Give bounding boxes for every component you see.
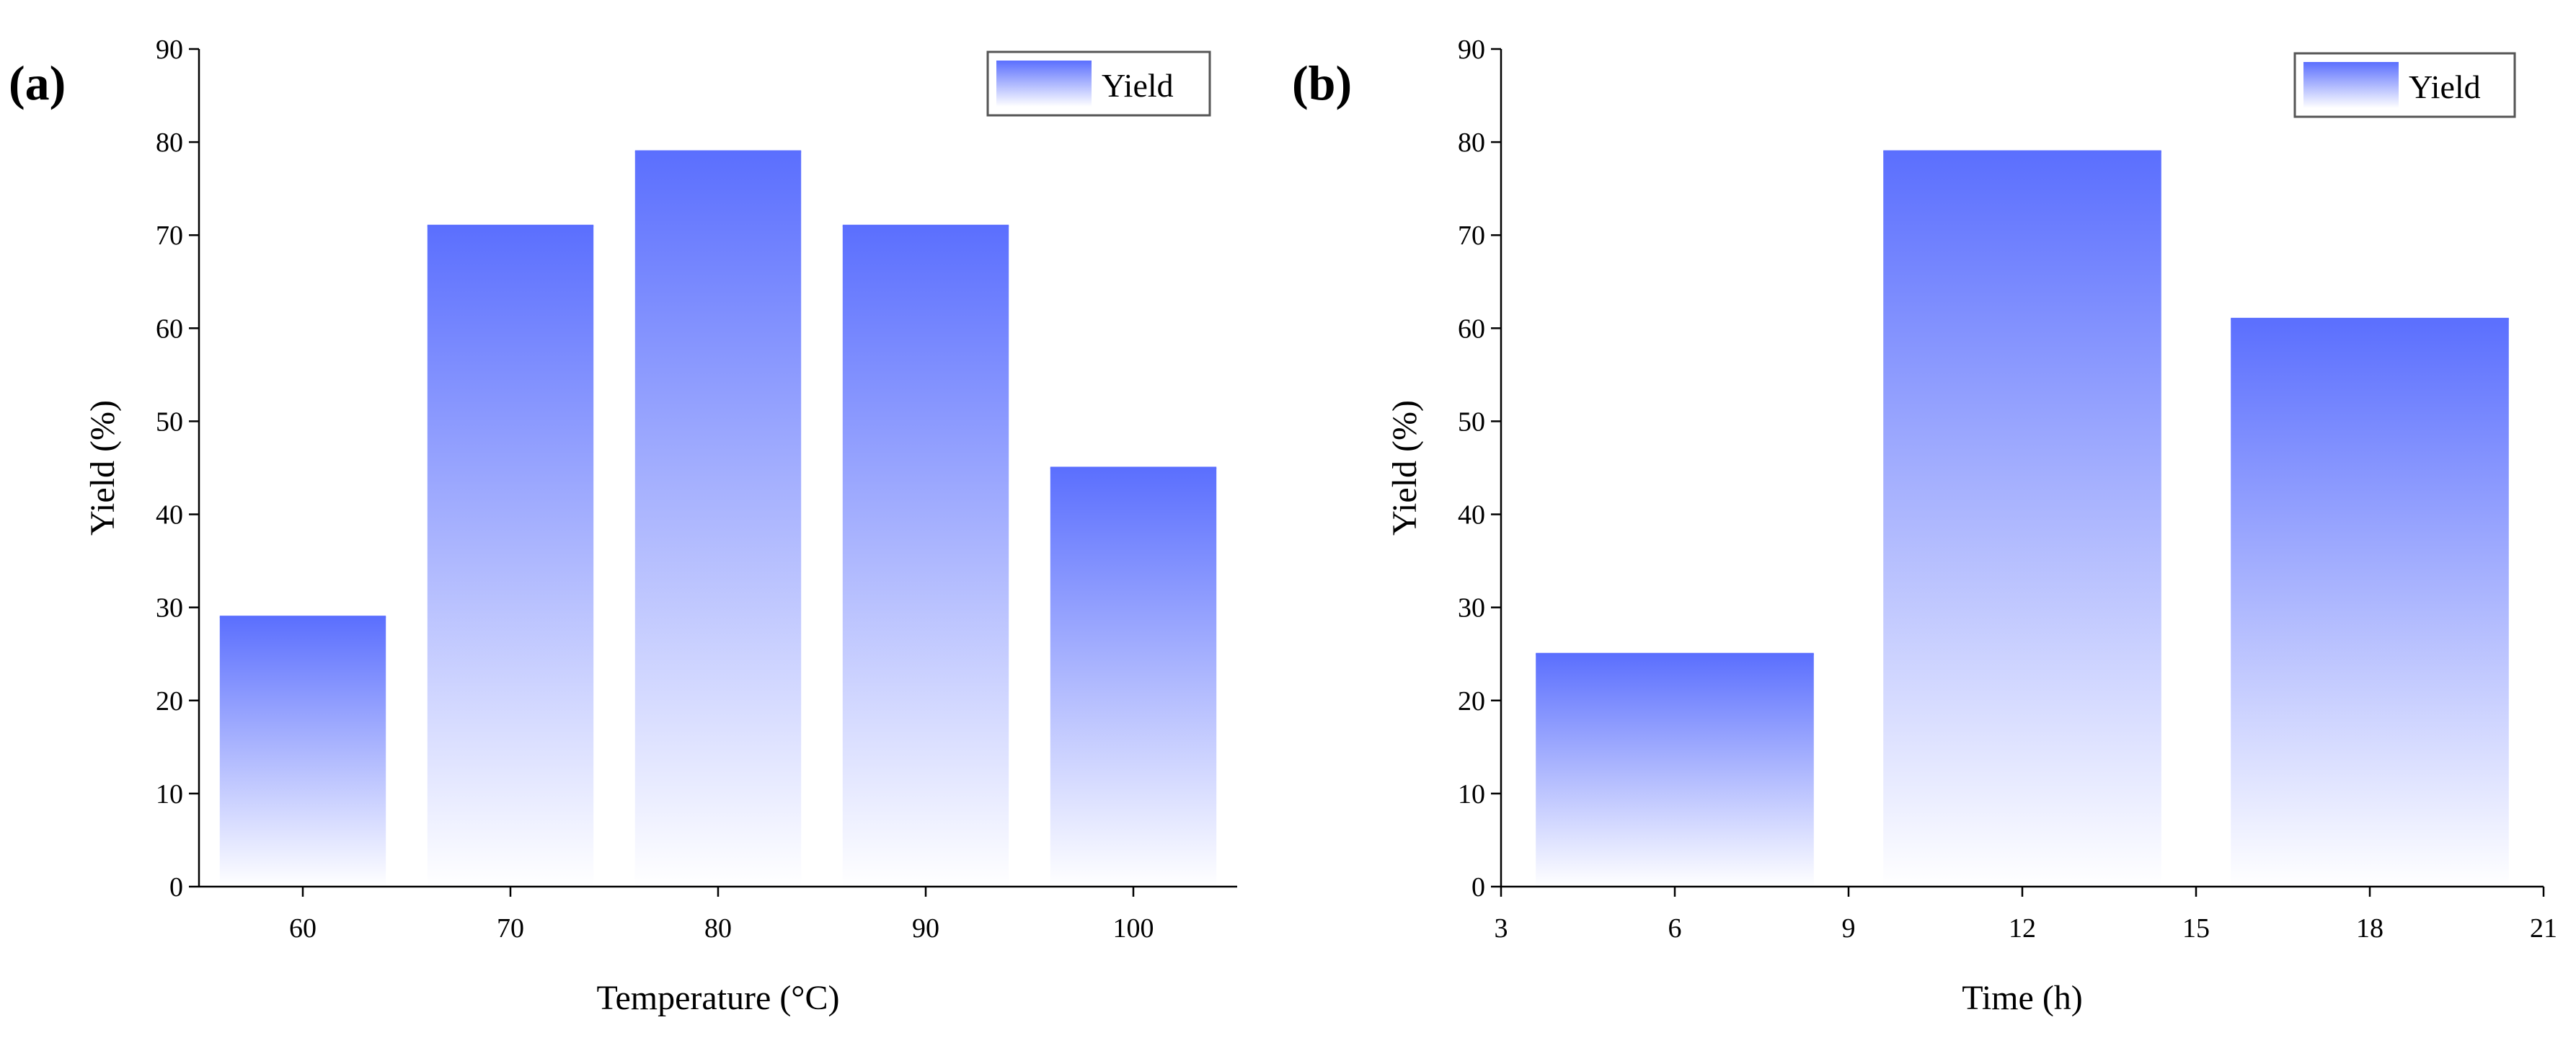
y-tick-label: 70	[156, 221, 183, 251]
legend: Yield	[2293, 52, 2516, 118]
y-tick-label: 40	[156, 500, 183, 531]
y-tick-label: 90	[1458, 35, 1485, 65]
x-tick-label: 100	[1113, 913, 1154, 944]
legend-label: Yield	[1102, 67, 1174, 104]
legend-label: Yield	[2409, 68, 2481, 105]
y-tick-label: 40	[1458, 500, 1485, 531]
panel-label: (a)	[9, 56, 66, 110]
x-tick-label: 6	[1668, 913, 1682, 944]
x-tick-label: 90	[912, 913, 939, 944]
x-axis-title: Temperature (°C)	[596, 979, 839, 1017]
y-tick-label: 30	[156, 593, 183, 624]
legend: Yield	[986, 50, 1211, 117]
x-tick-label: 3	[1495, 913, 1508, 944]
legend-swatch	[996, 61, 1092, 107]
y-tick-label: 10	[156, 779, 183, 809]
y-tick-label: 50	[1458, 407, 1485, 437]
x-axis-title: Time (h)	[1962, 979, 2083, 1017]
y-tick-label: 70	[1458, 221, 1485, 251]
y-tick-label: 50	[156, 407, 183, 437]
x-tick-label: 80	[704, 913, 732, 944]
x-tick-label: 15	[2182, 913, 2210, 944]
x-tick-label: 18	[2356, 913, 2384, 944]
bar-60	[219, 616, 386, 887]
y-tick-label: 80	[1458, 128, 1485, 158]
y-tick-label: 20	[156, 686, 183, 717]
bar-70	[427, 226, 594, 887]
y-tick-label: 30	[1458, 593, 1485, 624]
y-axis-title: Yield (%)	[1386, 400, 1424, 536]
bar-80	[634, 151, 802, 887]
panel-label: (b)	[1292, 56, 1352, 110]
y-tick-label: 10	[1458, 779, 1485, 809]
bar-90	[842, 226, 1009, 887]
legend-swatch	[2303, 62, 2399, 108]
x-tick-label: 70	[497, 913, 524, 944]
y-tick-label: 20	[1458, 686, 1485, 717]
bar-12	[1883, 151, 2161, 887]
y-axis-title: Yield (%)	[84, 400, 122, 536]
chart-panel-a: 0 10 20 30 40 50 60 70 80 90 60 70 80 90 100 Temperatur…	[9, 35, 1237, 1017]
bar-100	[1050, 468, 1217, 887]
bar-18	[2231, 319, 2509, 887]
x-tick-label: 21	[2530, 913, 2557, 944]
y-tick-label: 60	[156, 314, 183, 344]
bar-6	[1536, 654, 1814, 887]
y-tick-label: 60	[1458, 314, 1485, 344]
x-tick-label: 60	[289, 913, 317, 944]
x-tick-label: 9	[1842, 913, 1856, 944]
y-tick-label: 0	[1471, 872, 1485, 902]
y-tick-label: 0	[169, 872, 183, 902]
y-tick-label: 90	[156, 35, 183, 65]
y-tick-label: 80	[156, 128, 183, 158]
x-tick-label: 12	[2009, 913, 2036, 944]
chart-panel-b: 0 10 20 30 40 50 60 70 80 90 3 6 9 12 15 18 21 Time (h) Yi…	[1292, 35, 2557, 1017]
